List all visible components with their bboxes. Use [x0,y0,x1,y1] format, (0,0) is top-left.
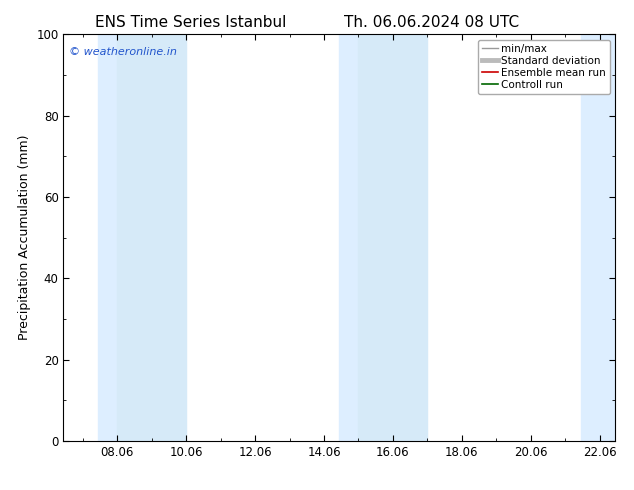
Bar [98,34,117,441]
Bar [581,34,615,441]
Text: ENS Time Series Istanbul: ENS Time Series Istanbul [94,15,286,30]
Text: Th. 06.06.2024 08 UTC: Th. 06.06.2024 08 UTC [344,15,519,30]
Text: © weatheronline.in: © weatheronline.in [69,47,177,56]
Y-axis label: Precipitation Accumulation (mm): Precipitation Accumulation (mm) [18,135,30,341]
Bar [117,34,186,441]
Legend: min/max, Standard deviation, Ensemble mean run, Controll run: min/max, Standard deviation, Ensemble me… [478,40,610,94]
Bar [339,34,358,441]
Bar [358,34,427,441]
